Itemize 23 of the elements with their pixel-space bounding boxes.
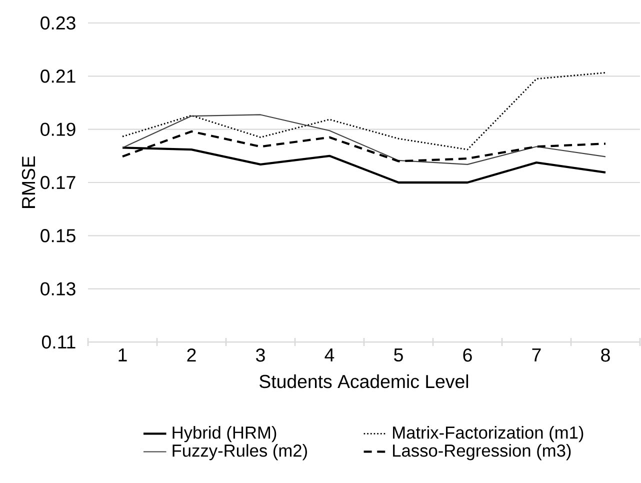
x-axis-title: Students Academic Level xyxy=(260,374,468,388)
x-tick-label: 2 xyxy=(187,348,196,362)
y-tick-label: 0.15 xyxy=(40,229,76,242)
y-axis-title: RMSE xyxy=(22,156,36,208)
y-tick-label: 0.11 xyxy=(42,335,76,349)
y-tick-label: 0.17 xyxy=(40,176,76,190)
x-tick-label: 8 xyxy=(601,348,610,362)
x-tick-label: 1 xyxy=(118,348,127,362)
x-tick-label: 7 xyxy=(532,348,541,362)
y-tick-label: 0.23 xyxy=(40,16,76,30)
x-tick-label: 4 xyxy=(324,348,334,362)
x-tick-label: 3 xyxy=(256,348,265,362)
legend-label: Lasso-Regression (m3) xyxy=(393,444,571,460)
x-tick-label: 6 xyxy=(463,348,472,362)
line-series xyxy=(122,72,606,150)
legend-label: Fuzzy-Rules (m2) xyxy=(172,444,307,460)
y-tick-label: 0.13 xyxy=(40,282,76,296)
y-tick-label: 0.21 xyxy=(40,70,76,83)
x-tick-label: 5 xyxy=(394,348,403,362)
legend-label: Matrix-Factorization (m1) xyxy=(393,426,584,442)
line-series xyxy=(122,114,606,165)
y-tick-label: 0.19 xyxy=(40,122,76,136)
legend-label: Hybrid (HRM) xyxy=(172,426,276,442)
